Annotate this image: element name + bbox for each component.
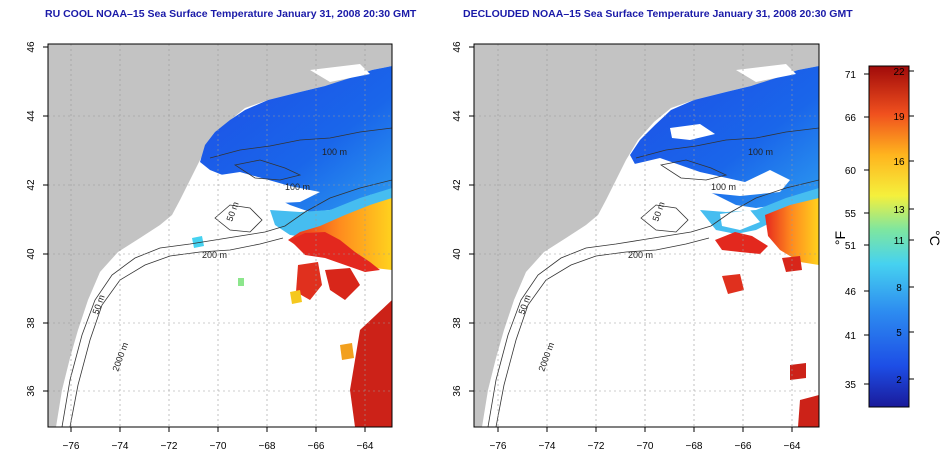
- x-tick-label: −66: [308, 441, 325, 452]
- y-axis-right: 36 38 40 42 44 46: [452, 41, 474, 397]
- x-tick-label: −70: [637, 441, 654, 452]
- colorbar-gradient: [868, 65, 910, 408]
- sst-mid-patch: [192, 236, 204, 248]
- x-tick-label: −66: [735, 441, 752, 452]
- c-tick-label: 19: [893, 112, 905, 123]
- plot-frame: [473, 43, 820, 428]
- f-tick-label: 51: [845, 241, 857, 252]
- cloud-patch: [736, 64, 796, 82]
- sst-hot-core: [290, 232, 380, 272]
- c-tick-label: 11: [894, 236, 905, 247]
- c-tick-label: 2: [896, 375, 902, 386]
- sst-warm-patch: [290, 290, 302, 304]
- celsius-label: °C: [927, 230, 943, 246]
- contour-label: 100 m: [711, 182, 736, 192]
- contour-label: 200 m: [628, 250, 653, 260]
- y-tick-label: 38: [452, 317, 463, 329]
- sst-hot-patch: [798, 395, 819, 427]
- y-tick-label: 46: [26, 41, 37, 53]
- y-tick-label: 40: [452, 248, 463, 260]
- sst-hot-patch: [296, 262, 322, 300]
- cloud-patch: [630, 158, 790, 196]
- x-axis-left: −76 −74 −72 −70 −68 −66 −64: [63, 427, 374, 452]
- contour-label: 100 m: [285, 182, 310, 192]
- cloud-patch: [720, 210, 760, 230]
- x-tick-label: −64: [784, 441, 801, 452]
- f-tick-label: 46: [845, 287, 857, 298]
- contour-label: 100 m: [748, 147, 773, 157]
- y-tick-label: 44: [26, 110, 37, 122]
- x-tick-label: −74: [539, 441, 556, 452]
- sst-warm-region: [765, 198, 819, 265]
- cloud-patch: [670, 124, 715, 140]
- plot-frame: [47, 43, 393, 428]
- land-mass: [48, 44, 392, 427]
- sst-warm-region: [288, 198, 392, 270]
- y-axis-left: 36 38 40 42 44 46: [26, 41, 48, 397]
- x-tick-label: −76: [490, 441, 507, 452]
- contour-label: 200 m: [202, 250, 227, 260]
- fahrenheit-scale: 71 66 60 55 51 46 41 35: [845, 70, 869, 391]
- y-tick-label: 36: [26, 385, 37, 397]
- cloud-patch: [200, 172, 320, 206]
- x-axis-right: −76 −74 −72 −70 −68 −66 −64: [490, 427, 801, 452]
- x-tick-label: −76: [63, 441, 80, 452]
- c-tick-label: 8: [896, 283, 902, 294]
- x-tick-label: −64: [357, 441, 374, 452]
- grid-lines: [474, 44, 819, 427]
- y-tick-label: 36: [452, 385, 463, 397]
- land-mass: [474, 44, 819, 427]
- panel-title-left: RU COOL NOAA–15 Sea Surface Temperature …: [45, 8, 417, 20]
- sst-warm-patch: [340, 343, 354, 360]
- bathymetry-contours: [61, 127, 392, 427]
- panel-title-right: DECLOUDED NOAA–15 Sea Surface Temperatur…: [463, 8, 853, 20]
- map-right: 100 m 100 m 50 m 200 m 50 m 2000 m −76 −…: [452, 41, 820, 452]
- fahrenheit-label: °F: [832, 231, 848, 245]
- contour-label: 100 m: [322, 147, 347, 157]
- c-tick-label: 5: [896, 328, 902, 339]
- f-tick-label: 55: [845, 209, 857, 220]
- x-tick-label: −68: [686, 441, 703, 452]
- sst-hot-core: [715, 232, 768, 254]
- y-tick-label: 38: [26, 317, 37, 329]
- y-tick-label: 44: [452, 110, 463, 122]
- cloud-patch: [310, 64, 370, 82]
- colorbar: 71 66 60 55 51 46 41 35 °F 22 19 16 13 1…: [832, 65, 943, 408]
- grid-lines: [48, 44, 392, 427]
- c-tick-label: 16: [893, 157, 905, 168]
- sst-hot-patch: [722, 274, 744, 294]
- x-tick-label: −72: [161, 441, 178, 452]
- c-tick-label: 13: [893, 205, 905, 216]
- c-tick-label: 22: [893, 67, 905, 78]
- f-tick-label: 60: [845, 166, 857, 177]
- y-tick-label: 42: [452, 179, 463, 191]
- y-tick-label: 42: [26, 179, 37, 191]
- x-tick-label: −70: [210, 441, 227, 452]
- bathymetry-contours: [487, 127, 819, 427]
- f-tick-label: 66: [845, 113, 857, 124]
- x-tick-label: −74: [112, 441, 129, 452]
- celsius-scale: 22 19 16 13 11 8 5 2: [893, 67, 914, 386]
- x-tick-label: −72: [588, 441, 605, 452]
- y-tick-label: 40: [26, 248, 37, 260]
- y-tick-label: 46: [452, 41, 463, 53]
- map-left: 100 m 100 m 50 m 200 m 50 m 2000 m −76 −…: [26, 41, 393, 452]
- sst-cool-band: [270, 188, 392, 238]
- f-tick-label: 35: [845, 380, 857, 391]
- x-tick-label: −68: [259, 441, 276, 452]
- sst-hot-patch: [325, 268, 360, 300]
- f-tick-label: 41: [845, 331, 857, 342]
- sst-hot-patch: [350, 300, 392, 427]
- f-tick-label: 71: [845, 70, 857, 81]
- sst-mid-patch: [238, 278, 244, 286]
- sst-hot-patch: [790, 363, 806, 380]
